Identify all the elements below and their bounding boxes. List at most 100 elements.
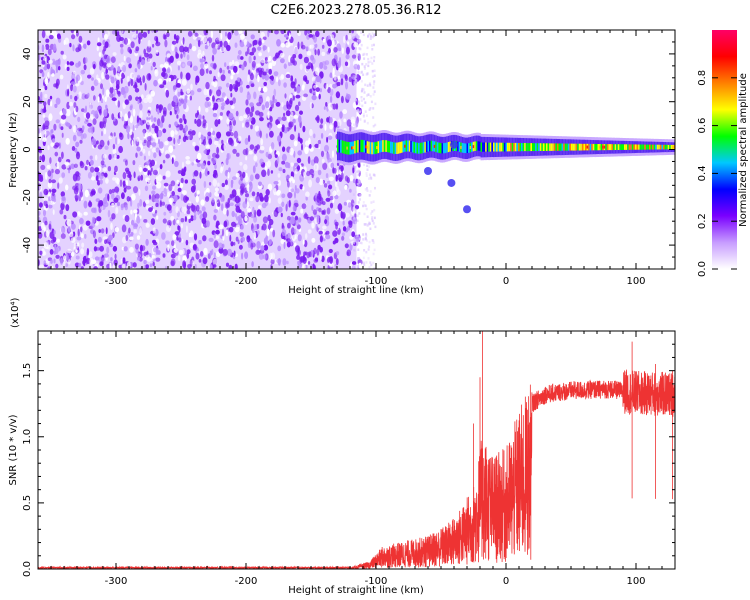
noise-cell	[127, 111, 131, 119]
noise-cell	[74, 195, 78, 200]
noise-cell	[326, 180, 331, 185]
noise-cell	[200, 199, 205, 206]
noise-edge-cell	[356, 182, 359, 186]
noise-cell	[256, 144, 260, 150]
noise-edge-cell	[365, 172, 368, 175]
noise-cell	[313, 156, 319, 165]
signal-core-cell	[516, 142, 519, 152]
noise-cell	[315, 67, 320, 76]
noise-cell	[197, 52, 203, 59]
noise-cell	[121, 30, 124, 34]
noise-cell	[292, 179, 295, 184]
noise-cell	[108, 135, 113, 140]
noise-cell	[240, 236, 246, 242]
noise-edge-cell	[371, 62, 374, 65]
noise-cell	[133, 209, 138, 214]
noise-cell	[197, 39, 201, 48]
noise-cell	[196, 190, 200, 195]
noise-cell	[57, 182, 60, 189]
noise-cell	[102, 166, 107, 172]
noise-cell	[114, 186, 120, 193]
noise-cell	[183, 50, 186, 58]
noise-cell	[312, 209, 317, 215]
noise-cell	[190, 204, 196, 212]
noise-cell	[202, 119, 207, 127]
noise-cell	[179, 182, 184, 189]
noise-cell	[155, 138, 159, 143]
noise-edge-cell	[362, 115, 365, 118]
noise-cell	[290, 216, 295, 222]
noise-cell	[161, 201, 165, 206]
noise-cell	[220, 33, 223, 40]
noise-edge-cell	[354, 168, 357, 172]
noise-cell	[314, 257, 319, 262]
noise-cell	[106, 92, 109, 98]
noise-cell	[194, 32, 199, 37]
signal-core-cell	[557, 143, 559, 151]
noise-cell	[205, 167, 208, 172]
noise-cell	[259, 158, 264, 165]
noise-cell	[142, 119, 147, 124]
noise-cell	[290, 237, 293, 246]
noise-cell	[254, 173, 260, 180]
noise-cell	[195, 75, 200, 83]
noise-cell	[79, 139, 83, 144]
noise-edge-cell	[371, 219, 374, 223]
noise-cell	[80, 233, 84, 239]
noise-cell	[113, 89, 116, 97]
noise-cell	[267, 214, 271, 222]
noise-cell	[119, 179, 123, 187]
signal-core-cell	[514, 142, 517, 152]
signal-core-cell	[592, 143, 595, 151]
noise-cell	[65, 108, 71, 117]
noise-cell	[145, 222, 150, 228]
noise-edge-cell	[368, 108, 371, 111]
noise-cell	[221, 194, 225, 200]
noise-cell	[124, 204, 128, 211]
noise-cell	[293, 115, 299, 119]
noise-cell	[150, 167, 153, 172]
noise-cell	[157, 108, 160, 115]
noise-edge-cell	[352, 165, 355, 168]
noise-cell	[255, 195, 260, 203]
noise-cell	[225, 262, 230, 267]
noise-cell	[167, 103, 172, 111]
noise-cell	[63, 255, 67, 261]
noise-edge-cell	[369, 95, 372, 98]
noise-cell	[51, 266, 54, 269]
snr-frame	[37, 330, 676, 570]
noise-cell	[75, 171, 80, 177]
noise-edge-cell	[354, 49, 357, 52]
signal-core-cell	[605, 144, 608, 151]
signal-core-cell	[488, 142, 491, 152]
noise-cell	[176, 219, 180, 224]
noise-cell	[78, 91, 82, 99]
signal-core-cell	[502, 142, 505, 152]
noise-cell	[213, 140, 219, 145]
signal-core-cell	[479, 141, 481, 151]
noise-cell	[126, 57, 132, 64]
noise-cell	[273, 187, 277, 196]
noise-cell	[45, 230, 50, 238]
noise-edge-cell	[373, 82, 375, 86]
noise-cell	[314, 90, 316, 95]
noise-cell	[263, 244, 269, 251]
noise-cell	[186, 54, 190, 61]
noise-cell	[262, 254, 267, 260]
noise-edge-cell	[353, 81, 356, 84]
noise-cell	[236, 152, 240, 157]
noise-cell	[352, 206, 356, 214]
noise-cell	[329, 72, 333, 78]
signal-core-cell	[388, 141, 391, 153]
noise-cell	[327, 190, 331, 197]
signal-core-cell	[443, 143, 445, 154]
noise-cell	[202, 211, 208, 219]
noise-edge-cell	[354, 51, 357, 54]
noise-edge-cell	[372, 173, 375, 177]
noise-cell	[157, 129, 163, 137]
noise-cell	[250, 83, 255, 88]
signal-core-cell	[653, 144, 656, 150]
noise-cell	[151, 147, 157, 153]
noise-cell	[71, 146, 76, 151]
